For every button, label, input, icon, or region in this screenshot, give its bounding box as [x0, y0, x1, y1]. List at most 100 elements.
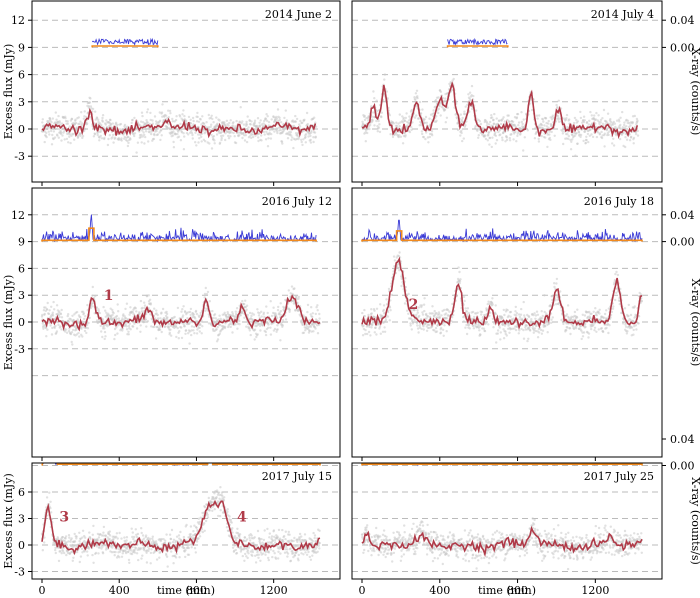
flux-point — [258, 121, 261, 125]
flux-point — [567, 317, 571, 320]
flux-point — [382, 308, 385, 312]
flux-point — [180, 336, 184, 340]
flux-point — [118, 531, 121, 535]
flux-point — [221, 494, 224, 498]
flux-point — [307, 331, 311, 334]
flux-point — [501, 317, 504, 320]
flux-point — [281, 142, 284, 145]
flux-point — [266, 145, 270, 148]
flux-point — [211, 117, 214, 121]
flux-point — [147, 294, 150, 297]
flux-point — [160, 129, 163, 132]
flux-point — [488, 143, 491, 146]
flux-point — [150, 325, 153, 328]
flux-point — [623, 126, 626, 129]
flux-point — [487, 300, 490, 303]
flux-point — [159, 138, 162, 142]
flux-point — [587, 140, 590, 144]
flux-point — [301, 129, 304, 133]
flux-point — [363, 118, 367, 122]
flux-point — [217, 491, 220, 494]
flux-point — [405, 112, 408, 115]
flux-point — [363, 308, 366, 312]
flux-point — [123, 536, 126, 539]
flux-point — [517, 332, 520, 335]
flux-point — [248, 539, 252, 542]
flux-point — [75, 550, 79, 554]
flux-point — [55, 304, 59, 307]
flux-point — [442, 334, 445, 337]
flux-point — [48, 491, 51, 494]
flux-point — [251, 549, 254, 552]
flux-point — [98, 546, 101, 549]
flux-point — [489, 311, 492, 314]
flux-point — [147, 140, 150, 143]
flux-point — [147, 549, 150, 553]
flux-point — [460, 131, 463, 135]
flux-point — [218, 497, 221, 500]
flux-point — [220, 134, 223, 138]
y-tick-label: 9 — [18, 236, 25, 249]
flux-point — [176, 306, 180, 310]
flux-point — [241, 136, 244, 140]
flux-point — [534, 317, 537, 320]
flux-point — [435, 115, 438, 118]
flux-point — [569, 148, 573, 151]
flux-point — [373, 331, 376, 334]
flux-point — [216, 325, 219, 329]
flux-point — [246, 556, 249, 560]
flux-point — [535, 114, 539, 117]
flux-point — [154, 337, 158, 340]
flux-point — [69, 141, 72, 145]
flux-point — [595, 314, 599, 317]
flux-point — [384, 318, 388, 322]
flux-point — [265, 305, 268, 308]
flux-point — [128, 561, 131, 564]
flux-point — [230, 314, 233, 317]
flux-point — [493, 112, 496, 116]
y-tick-label: 12 — [11, 14, 25, 27]
y-tick-label: 9 — [18, 41, 25, 54]
flux-point — [281, 324, 284, 327]
flux-point — [480, 310, 484, 314]
flux-point — [41, 121, 44, 124]
flux-point — [281, 319, 285, 322]
panel-2: 2014 July 40.000.04X-ray (counts/s) — [351, 0, 700, 186]
flux-point — [627, 319, 630, 323]
flux-point — [465, 332, 469, 336]
flux-point — [129, 306, 132, 309]
flux-point — [134, 547, 138, 550]
flux-point — [594, 311, 598, 315]
flux-point — [613, 122, 617, 125]
flux-point — [557, 120, 561, 124]
flux-point — [235, 119, 238, 123]
flux-point — [459, 113, 462, 116]
flux-point — [527, 337, 530, 340]
flux-point — [182, 109, 185, 112]
flux-point — [253, 328, 257, 331]
flux-point — [162, 538, 165, 541]
flux-point — [553, 285, 556, 289]
flux-point — [619, 123, 622, 127]
flux-point — [502, 116, 505, 119]
flux-point — [70, 134, 73, 137]
flux-point — [91, 533, 95, 536]
flux-point — [368, 316, 371, 319]
flux-point — [213, 508, 216, 511]
flux-point — [173, 315, 176, 319]
flux-point — [415, 105, 418, 108]
flux-point — [52, 130, 56, 133]
flux-point — [92, 524, 95, 528]
flux-point — [115, 125, 118, 128]
flux-point — [192, 119, 195, 123]
flux-point — [60, 328, 63, 331]
flux-point — [499, 331, 502, 334]
flux-point — [203, 122, 206, 125]
flux-point — [363, 114, 366, 118]
flux-point — [200, 332, 203, 335]
flux-point — [169, 541, 172, 545]
flux-point — [124, 551, 128, 555]
flux-point — [133, 134, 136, 138]
flux-point — [81, 136, 84, 140]
flux-point — [579, 324, 583, 328]
